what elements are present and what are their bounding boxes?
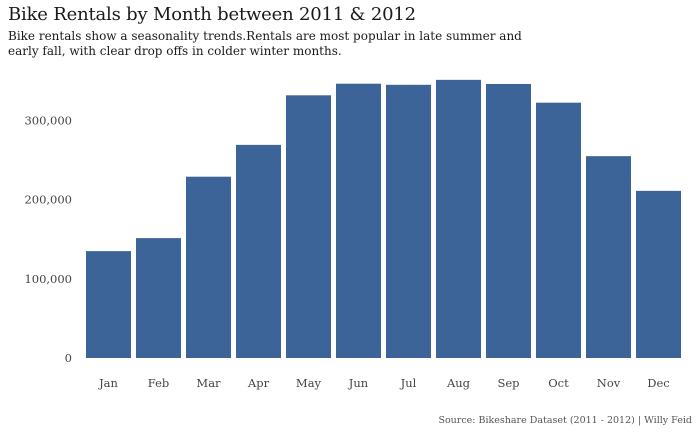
x-tick-label: Sep bbox=[497, 376, 519, 390]
x-tick-label: Apr bbox=[247, 376, 270, 390]
y-tick-label: 200,000 bbox=[24, 193, 72, 207]
y-tick-label: 100,000 bbox=[24, 272, 72, 286]
x-tick-label: Jan bbox=[98, 376, 118, 390]
bar-sep bbox=[486, 83, 531, 358]
x-tick-label: Feb bbox=[148, 376, 170, 390]
x-tick-label: Oct bbox=[548, 376, 569, 390]
x-tick-label: Aug bbox=[446, 376, 471, 390]
bar-feb bbox=[136, 238, 181, 358]
bar-oct bbox=[536, 102, 581, 358]
bar-apr bbox=[236, 144, 281, 358]
bar-aug bbox=[436, 79, 481, 358]
chart-title: Bike Rentals by Month between 2011 & 201… bbox=[8, 4, 416, 25]
bar-may bbox=[286, 95, 331, 359]
bar-jul bbox=[386, 84, 431, 359]
x-tick-label: Dec bbox=[647, 376, 669, 390]
bar-nov bbox=[586, 156, 631, 358]
x-tick-label: Jul bbox=[400, 376, 417, 390]
x-tick-label: May bbox=[296, 376, 322, 390]
bar-dec bbox=[636, 190, 681, 358]
chart-subtitle: Bike rentals show a seasonality trends.R… bbox=[8, 29, 522, 58]
y-tick-label: 0 bbox=[65, 351, 72, 365]
x-tick-label: Jun bbox=[348, 376, 369, 390]
bar-jan bbox=[86, 251, 131, 358]
bar-jun bbox=[336, 83, 381, 358]
bar-mar bbox=[186, 176, 231, 358]
source-caption: Source: Bikeshare Dataset (2011 - 2012) … bbox=[438, 415, 692, 426]
x-tick-label: Mar bbox=[196, 376, 221, 390]
y-tick-label: 300,000 bbox=[24, 113, 72, 127]
x-tick-label: Nov bbox=[597, 376, 621, 390]
